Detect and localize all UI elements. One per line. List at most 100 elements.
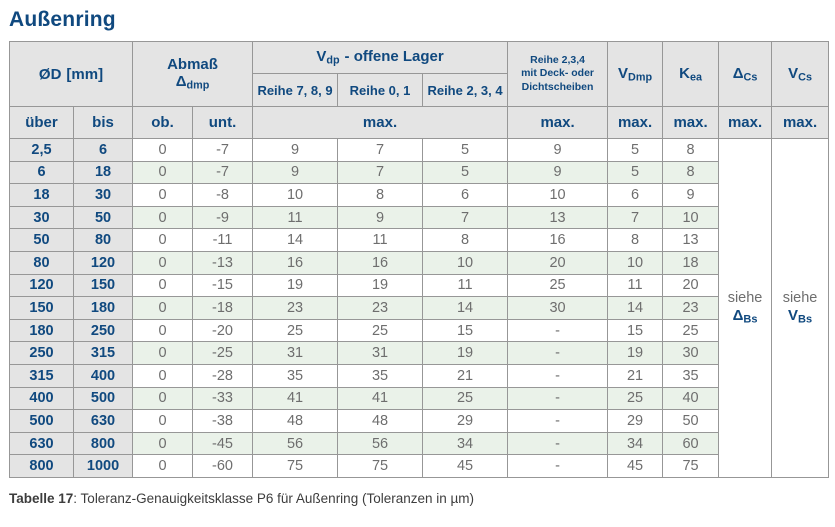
col-header-reihe-01: Reihe 0, 1 (337, 73, 424, 107)
cell-ob: 0 (132, 386, 194, 411)
cell-r234: 34 (422, 431, 509, 456)
cell-r01: 31 (337, 341, 424, 365)
cell-ueber: 315 (9, 363, 74, 388)
cell-deck: - (507, 409, 609, 433)
cell-r234: 10 (422, 250, 509, 275)
table-row: 80 120 0 -13 16 16 10 20 10 18 (9, 250, 829, 275)
cell-deck: 16 (507, 228, 609, 252)
cell-bis: 150 (72, 273, 134, 298)
cell-r789: 41 (252, 386, 339, 411)
cell-deck: - (507, 318, 609, 343)
cell-ob: 0 (132, 228, 194, 252)
siehe-word: siehe (782, 289, 818, 306)
cell-vdmp: 5 (607, 138, 664, 162)
table-row: 6 18 0 -7 9 7 5 9 5 8 (9, 160, 829, 185)
cell-r234: 11 (422, 273, 509, 298)
cell-unt: -9 (192, 205, 254, 230)
cell-unt: -11 (192, 228, 254, 252)
col-header-kea: Kea (662, 41, 720, 107)
table-row: 50 80 0 -11 14 11 8 16 8 13 (9, 228, 829, 252)
col-header-unt: unt. (192, 106, 254, 139)
table-row: 630 800 0 -45 56 56 34-34 60 (9, 431, 829, 456)
cell-r01: 16 (337, 250, 424, 275)
cell-r789: 48 (252, 409, 339, 433)
page-title: Außenring (9, 8, 116, 31)
siehe-delta-bs: siehe ΔBs (718, 138, 773, 478)
cell-r01: 11 (337, 228, 424, 252)
cell-r789: 19 (252, 273, 339, 298)
cell-ueber: 120 (9, 273, 74, 298)
col-header-bis: bis (72, 106, 134, 139)
table-body: 2,5 6 0 -7 9 7 5 9 5 8 siehe ΔBs siehe VBs 6 18 0 -7 9 7 5 9 5… (9, 138, 830, 478)
cell-deck: 20 (507, 250, 609, 275)
cell-kea: 60 (662, 431, 720, 456)
cell-r01: 48 (337, 409, 424, 433)
cell-ueber: 50 (9, 228, 74, 252)
cell-vdmp: 10 (607, 250, 664, 275)
cell-ueber: 150 (9, 296, 74, 320)
table-row: 500 630 0 -38 48 48 29-29 50 (9, 409, 829, 433)
cell-ob: 0 (132, 296, 194, 320)
cell-deck: - (507, 431, 609, 456)
cell-kea: 9 (662, 183, 720, 207)
cell-ueber: 250 (9, 341, 74, 365)
cell-unt: -8 (192, 183, 254, 207)
cell-unt: -28 (192, 363, 254, 388)
cell-bis: 1000 (72, 454, 134, 478)
cell-deck: - (507, 386, 609, 411)
table-row: 315 400 0 -28 35 35 21-21 35 (9, 363, 829, 388)
table-row: 30 50 0 -9 11 9 7 13 7 10 (9, 205, 829, 230)
od-unit: [mm] (66, 65, 104, 83)
cell-kea: 23 (662, 296, 720, 320)
cell-vdmp: 34 (607, 431, 664, 456)
cell-bis: 400 (72, 363, 134, 388)
page: Außenring ØD [mm] Abmaß Δdmp Vdp - offene … (8, 8, 830, 506)
cell-kea: 50 (662, 409, 720, 433)
table-row: 2,5 6 0 -7 9 7 5 9 5 8 siehe ΔBs siehe VBs (9, 138, 830, 478)
cell-ob: 0 (132, 160, 194, 185)
cell-r01: 19 (337, 273, 424, 298)
cell-r789: 25 (252, 318, 339, 343)
cell-unt: -7 (192, 160, 254, 185)
cell-kea: 30 (662, 341, 720, 365)
cell-bis: 18 (72, 160, 134, 185)
cell-r01: 9 (337, 205, 424, 230)
cell-ueber: 800 (9, 454, 74, 478)
cell-vdmp: 14 (607, 296, 664, 320)
cell-unt: -38 (192, 409, 254, 433)
cell-kea: 25 (662, 318, 720, 343)
cell-ueber: 400 (9, 386, 74, 411)
caption-text: : Toleranz-Genauigkeitsklasse P6 für Auß… (73, 490, 475, 506)
cell-ueber: 30 (9, 205, 74, 230)
table-row: 400 500 0 -33 41 41 25-25 40 (9, 386, 829, 411)
cell-vdmp: 29 (607, 409, 664, 433)
cell-r789: 56 (252, 431, 339, 456)
cell-vdmp: 45 (607, 454, 664, 478)
col-header-max-vcs: max. (771, 106, 830, 139)
cell-unt: -60 (192, 454, 254, 478)
cell-bis: 250 (72, 318, 134, 343)
cell-ueber: 630 (9, 431, 74, 456)
cell-kea: 18 (662, 250, 720, 275)
col-header-deckscheiben: Reihe 2,3,4 mit Deck- oder Dichtscheiben (507, 41, 609, 107)
cell-deck: - (507, 363, 609, 388)
col-header-vdp-group: Vdp - offene Lager (252, 41, 509, 74)
col-header-max-dcs: max. (718, 106, 773, 139)
table-header: ØD [mm] Abmaß Δdmp Vdp - offene Lager Reih… (8, 41, 830, 139)
cell-r01: 7 (337, 138, 424, 162)
cell-bis: 180 (72, 296, 134, 320)
siehe-symbol: ΔBs (732, 306, 758, 326)
cell-ueber: 500 (9, 409, 74, 433)
cell-kea: 13 (662, 228, 720, 252)
cell-r234: 21 (422, 363, 509, 388)
cell-kea: 10 (662, 205, 720, 230)
cell-r789: 31 (252, 341, 339, 365)
cell-deck: - (507, 341, 609, 365)
cell-r01: 8 (337, 183, 424, 207)
cell-bis: 50 (72, 205, 134, 230)
cell-vdmp: 21 (607, 363, 664, 388)
cell-r234: 8 (422, 228, 509, 252)
cell-r789: 10 (252, 183, 339, 207)
cell-r01: 35 (337, 363, 424, 388)
cell-ob: 0 (132, 250, 194, 275)
